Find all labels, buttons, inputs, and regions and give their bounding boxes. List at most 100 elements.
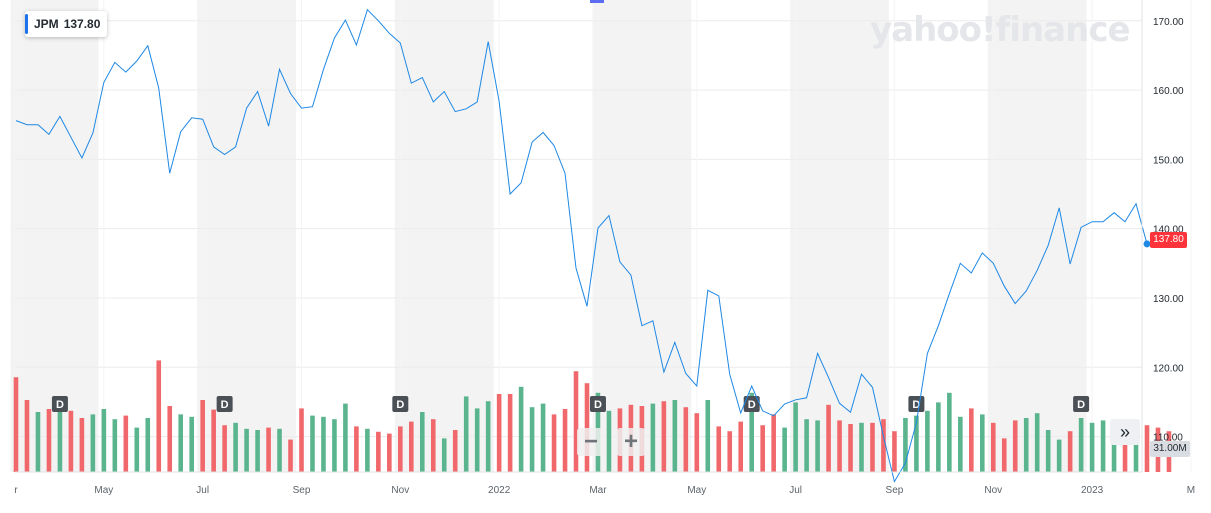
volume-bar [584,383,590,472]
price-tick-label: 140.00 [1153,225,1184,236]
volume-bar [409,421,414,472]
time-tick-label: 2023 [1081,485,1104,496]
volume-bar [1100,420,1106,472]
dividend-marker-label: D [56,399,64,411]
volume-bar [947,392,952,472]
volume-bar [562,409,568,472]
volume-bar [892,431,897,472]
ticker-quote-badge[interactable]: JPM 137.80 [25,11,108,37]
volume-bar [57,401,63,472]
volume-bar [881,419,886,472]
volume-bar [485,401,491,472]
time-tick-label: May [94,485,113,496]
series-color-swatch [25,14,28,34]
volume-bar [650,403,656,472]
volume-bar [463,396,469,472]
volume-bar [1067,431,1073,472]
shaded-period-band [197,0,297,472]
volume-tag: 31.00M [1150,441,1190,457]
volume-bar [35,412,41,472]
volume-bar [441,438,447,472]
volume-bar [1012,420,1018,472]
volume-bar [749,392,754,472]
time-tick-label: May [687,485,706,496]
volume-bar [958,416,963,472]
time-tick-label: M [1187,485,1195,496]
volume-bar [925,410,930,472]
volume-bar [496,394,502,472]
volume-bar [815,420,820,472]
scroll-to-latest-button[interactable]: » [1110,419,1140,445]
volume-bar [13,377,19,472]
dividend-marker-label: D [396,399,404,411]
shaded-period-band [10,0,99,472]
time-tick-label: Nov [984,485,1002,496]
price-series-line [15,8,1148,483]
volume-bar [376,431,381,472]
volume-bar [343,403,348,472]
volume-bar [156,360,162,472]
volume-bar [145,418,151,472]
time-tick-label: Mar [589,485,607,496]
volume-bar [804,419,809,472]
zoom-out-button[interactable]: − [577,428,605,456]
volume-bar [859,422,864,472]
volume-bar [793,402,798,472]
volume-bar [903,418,908,472]
volume-bar [573,371,579,472]
volume-bar [211,409,216,472]
time-tick-label: Sep [886,485,904,496]
volume-bar [112,419,118,472]
minus-icon: − [583,428,598,455]
time-tick-label: r [14,485,18,496]
dividend-marker [216,396,233,412]
volume-bar [716,426,722,472]
volume-bar [1144,425,1150,472]
volume-bar [474,408,480,472]
volume-bar [222,425,227,472]
shaded-period-band [987,0,1087,472]
volume-bar [870,422,875,472]
price-tick-label: 130.00 [1153,294,1184,305]
dividend-marker-label: D [912,399,920,411]
volume-bar [233,422,238,472]
volume-bar [321,416,326,472]
volume-bar [299,408,304,472]
volume-bar [694,413,700,472]
volume-bar [661,401,667,472]
plus-icon: + [623,428,638,455]
volume-bar [365,428,370,472]
volume-bar [1078,418,1084,472]
dividend-marker [392,396,409,412]
volume-bar [551,414,557,472]
volume-bar [419,412,425,472]
volume-bar [387,433,392,472]
volume-bar [969,408,974,472]
volume-bar [1089,422,1095,472]
volume-bar [760,425,765,472]
volume-bar [738,421,744,472]
volume-bar [310,415,315,472]
dividend-marker-label: D [1077,399,1085,411]
dividend-marker-label: D [748,399,756,411]
volume-bar [134,427,140,472]
shaded-period-band [790,0,889,472]
range-marker[interactable] [590,0,604,3]
price-tick-label: 110.00 [1153,433,1183,444]
volume-bar [430,419,436,472]
ticker-price: 137.80 [63,17,101,31]
volume-bar [1111,430,1117,472]
volume-bar [1133,427,1139,472]
volume-bar [782,427,787,472]
yahoo-finance-logo: yahoo!finance [870,10,1131,50]
zoom-in-button[interactable]: + [617,428,645,456]
shaded-period-band [592,0,692,472]
volume-bar [46,409,52,472]
volume-bar [979,414,985,472]
volume-bar [672,400,678,472]
volume-bar [79,418,85,472]
volume-bar [683,407,689,472]
volume-bar [398,426,403,472]
